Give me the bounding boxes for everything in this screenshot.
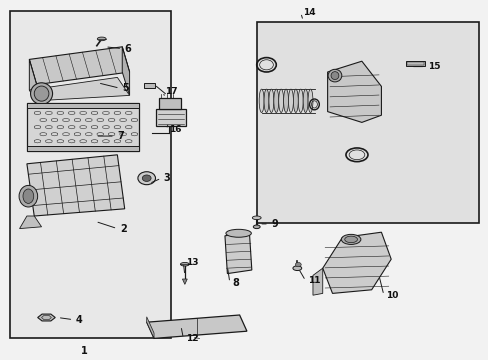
Text: 5: 5 bbox=[122, 83, 129, 93]
Ellipse shape bbox=[273, 89, 278, 113]
Ellipse shape bbox=[298, 89, 303, 113]
Polygon shape bbox=[322, 232, 390, 293]
Text: 13: 13 bbox=[185, 258, 198, 267]
Text: 4: 4 bbox=[76, 315, 82, 325]
Ellipse shape bbox=[264, 89, 268, 113]
Text: 14: 14 bbox=[303, 8, 315, 17]
Text: 15: 15 bbox=[427, 62, 440, 71]
Circle shape bbox=[142, 175, 151, 181]
Bar bbox=[27, 103, 139, 151]
Bar bbox=[10, 11, 171, 338]
Bar bbox=[159, 98, 181, 109]
Ellipse shape bbox=[341, 234, 360, 244]
Ellipse shape bbox=[180, 262, 189, 266]
Ellipse shape bbox=[23, 189, 34, 203]
Polygon shape bbox=[312, 268, 322, 295]
Text: 6: 6 bbox=[124, 44, 131, 54]
Text: 12: 12 bbox=[185, 334, 198, 343]
Circle shape bbox=[138, 172, 155, 185]
Bar bbox=[27, 146, 139, 151]
Polygon shape bbox=[27, 155, 124, 216]
Text: 16: 16 bbox=[168, 125, 181, 134]
Text: 10: 10 bbox=[386, 291, 398, 300]
Ellipse shape bbox=[30, 83, 53, 104]
Text: 11: 11 bbox=[307, 276, 320, 285]
Circle shape bbox=[295, 262, 301, 267]
Ellipse shape bbox=[253, 225, 260, 229]
Text: 9: 9 bbox=[271, 219, 278, 229]
Polygon shape bbox=[182, 279, 187, 284]
Bar bbox=[27, 103, 139, 108]
Ellipse shape bbox=[97, 37, 106, 41]
Ellipse shape bbox=[259, 89, 264, 113]
Ellipse shape bbox=[327, 69, 341, 82]
Bar bbox=[156, 109, 185, 126]
Polygon shape bbox=[146, 317, 154, 338]
Ellipse shape bbox=[292, 266, 301, 271]
Polygon shape bbox=[29, 59, 37, 101]
Bar bbox=[144, 83, 155, 88]
Ellipse shape bbox=[330, 72, 338, 80]
Ellipse shape bbox=[19, 185, 38, 207]
Ellipse shape bbox=[283, 89, 288, 113]
Text: 3: 3 bbox=[163, 173, 170, 183]
Bar bbox=[407, 62, 423, 65]
Polygon shape bbox=[146, 315, 246, 338]
Polygon shape bbox=[29, 77, 129, 101]
Polygon shape bbox=[122, 47, 129, 95]
Ellipse shape bbox=[252, 216, 261, 220]
Ellipse shape bbox=[344, 236, 357, 243]
Ellipse shape bbox=[225, 229, 251, 237]
Bar bbox=[405, 61, 425, 66]
Text: 17: 17 bbox=[165, 87, 178, 96]
Ellipse shape bbox=[278, 89, 283, 113]
Text: 2: 2 bbox=[120, 224, 126, 234]
Text: 7: 7 bbox=[117, 131, 124, 141]
Polygon shape bbox=[20, 216, 41, 229]
Ellipse shape bbox=[34, 86, 49, 101]
Ellipse shape bbox=[268, 89, 273, 113]
Ellipse shape bbox=[307, 89, 312, 113]
Ellipse shape bbox=[288, 89, 293, 113]
Polygon shape bbox=[224, 232, 251, 274]
Text: 8: 8 bbox=[232, 278, 239, 288]
Polygon shape bbox=[327, 61, 381, 122]
Bar bbox=[256, 22, 478, 223]
Ellipse shape bbox=[303, 89, 307, 113]
Text: 1: 1 bbox=[81, 346, 87, 356]
Ellipse shape bbox=[293, 89, 298, 113]
Polygon shape bbox=[29, 47, 129, 85]
Polygon shape bbox=[38, 314, 55, 321]
